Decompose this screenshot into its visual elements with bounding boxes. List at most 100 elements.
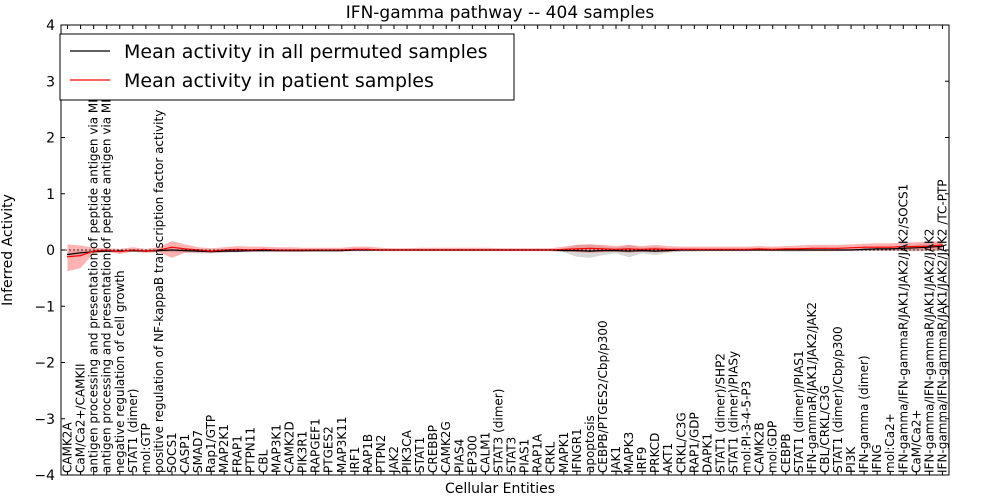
x-tick-label: IFNG [870, 444, 884, 473]
data-point-patient-mean [419, 249, 421, 251]
x-tick-label: SOCS1 [165, 432, 179, 473]
y-tick-label: −2 [34, 356, 55, 372]
x-tick-label: RAPGEF1 [309, 418, 323, 473]
data-point-permuted-mean [902, 247, 904, 249]
x-tick-label: mol:PI-3-4-5-P3 [740, 381, 754, 473]
x-tick-label: CBL/CRKL/C3G [818, 385, 832, 473]
x-tick-label: PIK3CA [400, 429, 414, 473]
x-tick-label: IFN-gammaR/JAK1/JAK2/JAK2 [805, 302, 819, 473]
y-tick-label: 3 [46, 74, 55, 90]
data-point-patient-mean [785, 248, 787, 250]
data-point-patient-mean [589, 247, 591, 249]
data-point-patient-mean [628, 248, 630, 250]
data-point-permuted-mean [915, 247, 918, 249]
x-tick-label: DAPK1 [700, 433, 714, 473]
y-axis-title: Inferred Activity [0, 194, 16, 306]
x-tick-label: CASP1 [178, 434, 192, 473]
data-point-patient-mean [471, 249, 473, 251]
x-tick-label: IFN-gamma/IFN-gammaR/JAK1/JAK2/JAK2 [922, 228, 936, 473]
x-tick-label: PIAS4 [452, 439, 466, 473]
x-tick-label: JAK1 [609, 446, 623, 474]
x-tick-label: antigen processing and presentation of p… [87, 44, 101, 473]
x-tick-label: STAT1 (dimer)/PIASy [727, 351, 741, 473]
x-tick-label: negative regulation of cell growth [113, 270, 127, 473]
data-point-patient-mean [275, 249, 278, 251]
data-point-permuted-mean [667, 250, 669, 252]
y-tick-label: −3 [34, 412, 55, 428]
x-tick-label: CREBBP [426, 425, 440, 473]
x-tick-label: STAT1 (dimer) [126, 389, 140, 473]
x-tick-label: JAK2 [387, 446, 401, 474]
legend: Mean activity in all permuted samples Me… [59, 33, 515, 101]
x-tick-label: MAPK3 [622, 432, 636, 473]
x-tick-label: AKT1 [661, 443, 675, 473]
y-tick-label: 1 [46, 187, 55, 203]
data-point-permuted-mean [66, 253, 69, 256]
data-point-patient-mean [119, 251, 121, 253]
data-point-patient-mean [850, 247, 852, 249]
x-tick-label: MAPK1 [557, 432, 571, 473]
data-point-patient-mean [837, 247, 839, 249]
data-point-patient-mean [876, 246, 878, 248]
x-tick-label: CRKL [544, 441, 558, 473]
x-tick-label: CaM/Ca2+ [909, 409, 923, 473]
x-tick-label: apoptosis [583, 415, 597, 473]
x-tick-label: antigen processing and presentation of p… [100, 41, 114, 473]
data-point-permuted-mean [563, 250, 565, 252]
data-point-permuted-mean [876, 248, 878, 250]
data-point-patient-mean [262, 248, 264, 250]
data-point-permuted-mean [759, 249, 761, 251]
x-axis-title: Cellular Entities [445, 481, 555, 497]
data-point-permuted-mean [106, 250, 108, 252]
x-tick-label: Rap1/GTP [204, 415, 218, 473]
data-point-patient-mean [915, 246, 918, 248]
x-tick-label: SMAD7 [191, 430, 205, 473]
data-point-permuted-mean [223, 250, 225, 252]
y-tick-label: 2 [46, 131, 55, 147]
x-tick-label: mol:GTP [139, 423, 153, 473]
x-tick-label: CRKL/C3G [674, 412, 688, 473]
data-point-patient-mean [315, 249, 317, 251]
data-point-patient-mean [145, 250, 147, 252]
data-point-patient-mean [811, 247, 813, 249]
x-tick-label: EP300 [465, 435, 479, 473]
x-tick-label: STAT1 (dimer)/Cbp/p300 [831, 326, 845, 473]
data-point-permuted-mean [654, 250, 656, 252]
x-tick-label: CEBPB/PTGES2/Cbp/p300 [596, 320, 610, 473]
data-point-patient-mean [824, 247, 826, 249]
x-tick-label: IFN-gamma (dimer) [857, 355, 871, 473]
x-tick-label: MAP3K11 [335, 416, 349, 473]
y-tick-label: 4 [46, 18, 55, 34]
y-tick-label: −1 [34, 299, 55, 315]
data-point-patient-mean [171, 246, 173, 248]
y-tick-label: −4 [34, 468, 55, 484]
x-tick-label: positive regulation of NF-kappaB transcr… [152, 110, 166, 473]
x-tick-label: PTPN2 [374, 435, 388, 473]
data-point-permuted-mean [615, 250, 617, 252]
data-point-patient-mean [210, 250, 212, 252]
x-tick-label: CALM1 [478, 432, 492, 473]
x-tick-label: PIAS1 [518, 439, 532, 473]
x-tick-label: MAP2K1 [217, 424, 231, 473]
x-tick-label: CAMK2D [283, 421, 297, 473]
data-point-patient-mean [667, 248, 669, 250]
data-point-patient-mean [576, 248, 578, 250]
data-point-patient-mean [941, 244, 944, 246]
x-tick-label: mol:GDP [766, 421, 780, 473]
x-tick-label: CEBPB [779, 433, 793, 473]
x-tick-label: RAP1B [361, 434, 375, 473]
data-point-patient-mean [798, 248, 800, 250]
data-point-permuted-mean [863, 248, 865, 250]
data-point-permuted-mean [811, 249, 813, 251]
data-point-patient-mean [66, 256, 69, 258]
x-tick-label: CBL [256, 449, 270, 473]
data-point-patient-mean [602, 248, 604, 250]
data-point-permuted-mean [171, 249, 173, 251]
data-point-patient-mean [889, 246, 891, 248]
data-point-permuted-mean [236, 250, 238, 252]
x-tick-label: PTPN11 [243, 427, 257, 473]
x-tick-label: IFN-gamma/IFN-gammaR/JAK1/JAK2/JAK2 /TC-… [936, 179, 950, 473]
x-tick-label: CaM/Ca2+/CAMKII [74, 364, 88, 473]
plot-area-frame [60, 24, 950, 476]
